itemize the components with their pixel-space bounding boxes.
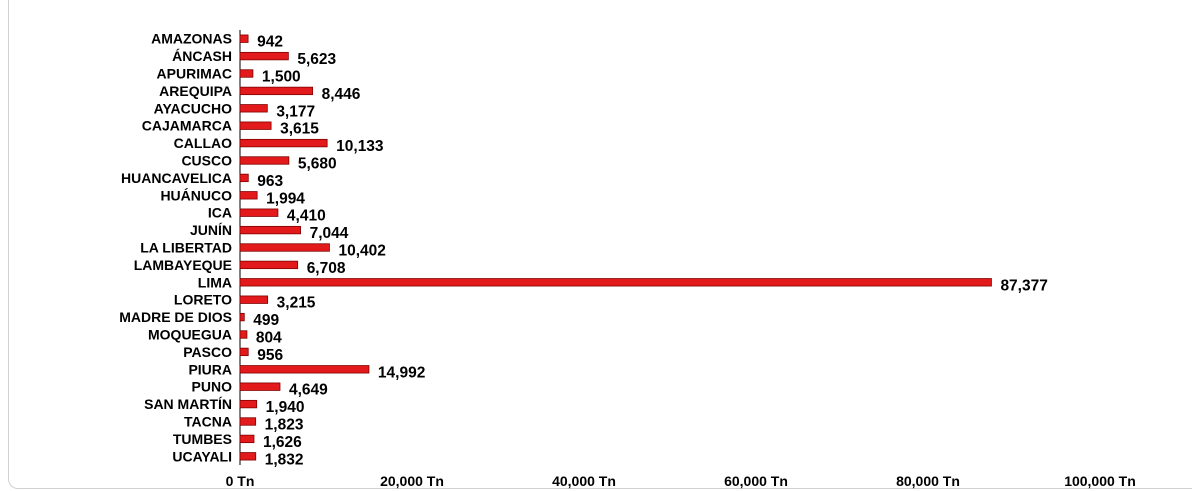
value-label: 5,623 [297, 51, 336, 68]
category-label: CUSCO [181, 153, 232, 169]
bar [239, 417, 257, 426]
value-label: 942 [257, 34, 283, 51]
value-label: 3,177 [276, 103, 315, 120]
category-label: HUÁNUCO [160, 187, 232, 203]
category-label: SAN MARTÍN [144, 396, 232, 412]
bar [239, 365, 370, 374]
value-label: 7,044 [310, 225, 349, 242]
value-label: 14,992 [378, 364, 425, 381]
value-label: 1,940 [266, 399, 305, 416]
x-tick-label: 40,000 Tn [552, 473, 616, 489]
bar [239, 295, 269, 304]
bar [239, 34, 249, 43]
bar [239, 243, 330, 252]
value-label: 4,410 [287, 208, 326, 225]
bar [239, 104, 268, 113]
category-label: TUMBES [173, 431, 232, 447]
value-label: 87,377 [1000, 277, 1047, 294]
bar [239, 434, 255, 444]
bar [239, 260, 299, 270]
category-label: PUNO [192, 379, 233, 395]
value-label: 10,133 [336, 138, 384, 155]
bar [239, 225, 301, 235]
category-label: CALLAO [174, 135, 232, 151]
category-label: LIMA [198, 274, 232, 290]
x-tick-label: 80,000 Tn [896, 473, 960, 489]
x-tick-label: 60,000 Tn [724, 473, 788, 489]
x-tick-label: 0 Tn [226, 473, 255, 489]
category-label: MADRE DE DIOS [119, 309, 232, 325]
bar [239, 69, 254, 78]
category-label: PIURA [188, 361, 232, 377]
category-label: JUNÍN [190, 222, 232, 238]
bar [239, 208, 279, 217]
bar [239, 86, 314, 96]
value-label: 5,680 [298, 156, 337, 173]
category-label: APURIMAC [157, 66, 232, 82]
x-tick-label: 100,000 Tn [1064, 473, 1136, 489]
bar [239, 138, 328, 148]
value-label: 1,994 [266, 190, 305, 207]
value-label: 963 [257, 173, 283, 190]
value-label: 6,708 [307, 260, 346, 277]
value-label: 3,615 [280, 121, 319, 138]
value-label: 10,402 [338, 243, 385, 260]
category-label: ICA [208, 205, 232, 221]
chart-frame [8, 0, 1192, 489]
category-label: LAMBAYEQUE [134, 257, 232, 273]
value-label: 1,500 [262, 69, 301, 86]
bar [239, 382, 281, 391]
category-label: AMAZONAS [151, 31, 232, 47]
bar [239, 278, 992, 287]
value-label: 1,832 [265, 451, 304, 468]
bar [239, 191, 258, 200]
x-tick-label: 20,000 Tn [380, 473, 444, 489]
category-label: LA LIBERTAD [140, 240, 232, 256]
bar [239, 173, 249, 183]
x-tick-labels: 0 Tn 20,000 Tn 40,000 Tn 60,000 Tn 80,000 Tn… [226, 473, 1136, 489]
bar [239, 312, 245, 322]
bars [239, 34, 992, 461]
bar [239, 330, 248, 339]
category-label: HUANCAVELICA [121, 170, 232, 186]
category-label: CAJAMARCA [142, 118, 232, 134]
category-label: UCAYALI [172, 448, 232, 464]
category-label: MOQUEGUA [148, 327, 232, 343]
value-label: 1,626 [263, 434, 302, 451]
bar [239, 452, 257, 461]
bar [239, 51, 289, 61]
bar [239, 399, 258, 409]
value-label: 956 [257, 347, 283, 364]
value-label: 8,446 [322, 86, 361, 103]
bar [239, 121, 272, 130]
value-label: 3,215 [277, 295, 316, 312]
value-label: 804 [256, 330, 282, 347]
category-label: PASCO [183, 344, 232, 360]
value-label: 4,649 [289, 382, 328, 399]
value-label: 1,823 [265, 417, 304, 434]
category-label: AYACUCHO [154, 100, 232, 116]
category-label: ÁNCASH [172, 48, 232, 64]
category-label: TACNA [184, 414, 232, 430]
category-label: LORETO [174, 292, 232, 308]
category-label: AREQUIPA [159, 83, 232, 99]
bar [239, 347, 249, 357]
bar [239, 156, 290, 165]
value-label: 499 [253, 312, 279, 329]
